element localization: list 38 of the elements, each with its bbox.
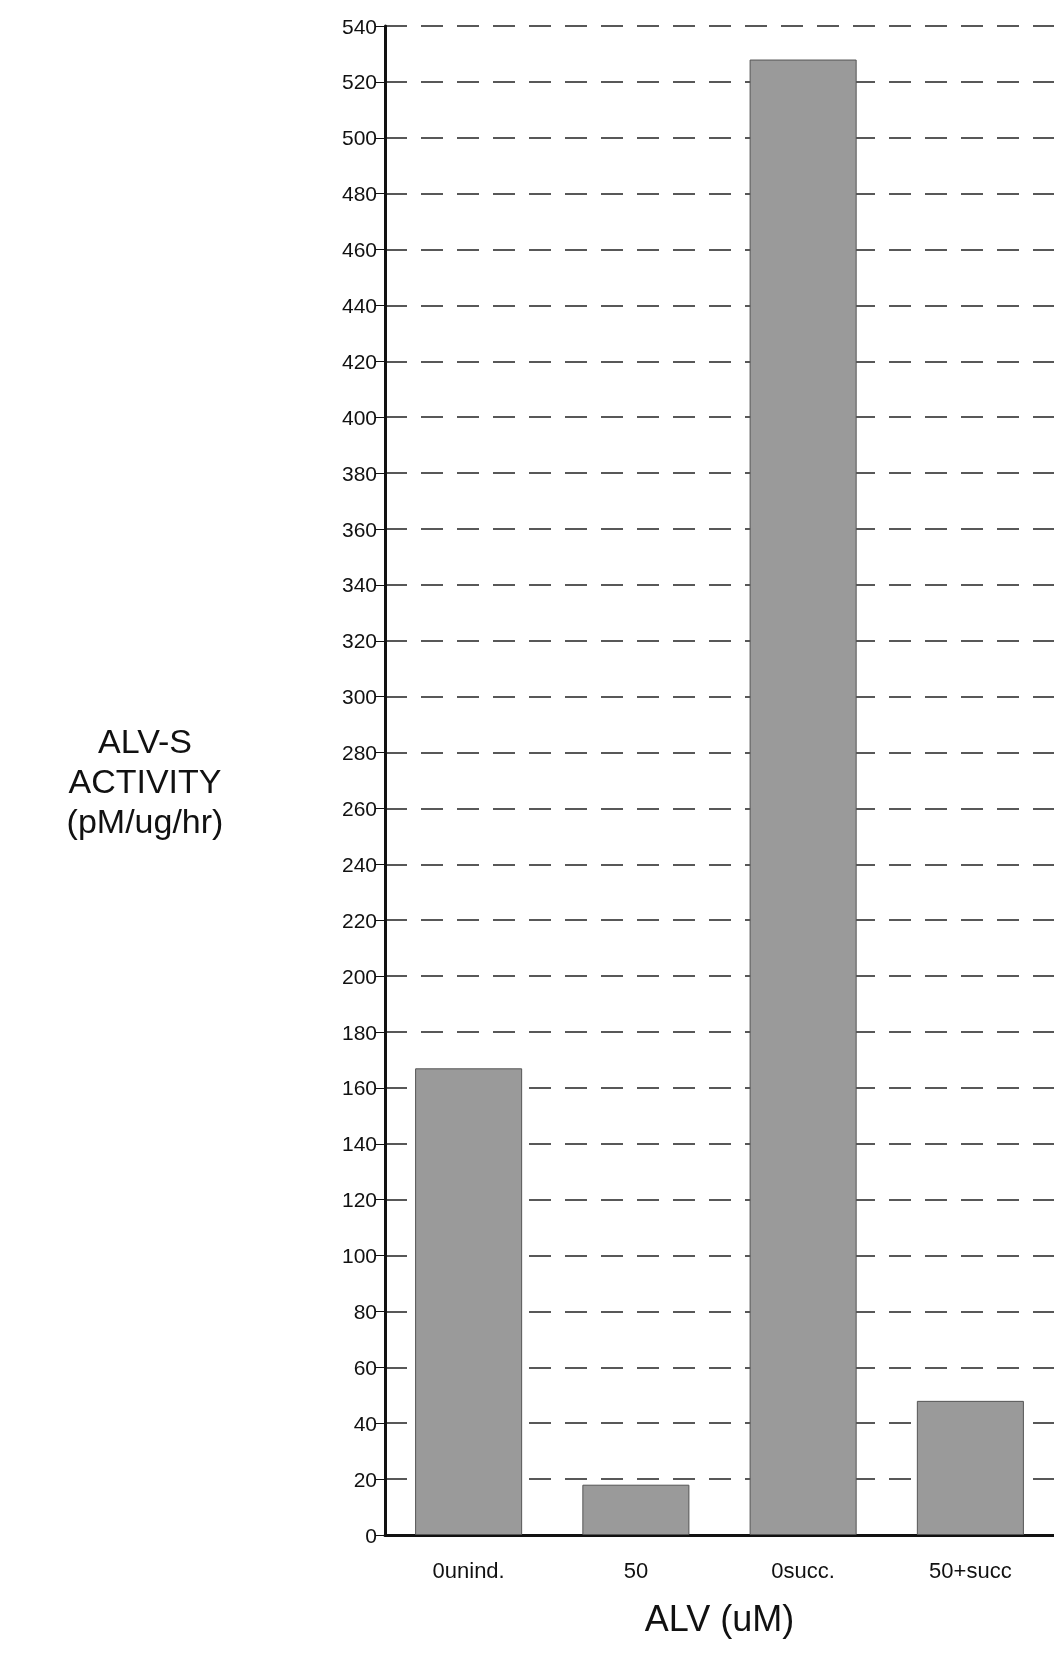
- y-tick-label: 540: [341, 14, 377, 38]
- y-tick-label: 340: [341, 573, 377, 597]
- bar: [415, 1068, 523, 1535]
- y-tick-label: 40: [353, 1411, 377, 1435]
- y-tick-label: 80: [353, 1299, 377, 1323]
- y-tick-label: 440: [341, 293, 377, 317]
- y-tick-label: 280: [341, 741, 377, 765]
- y-tick-label: 420: [341, 349, 377, 373]
- y-tick-label: 120: [341, 1188, 377, 1212]
- y-tick-label: 60: [353, 1355, 377, 1379]
- y-tick-label: 140: [341, 1132, 377, 1156]
- bar: [749, 59, 857, 1535]
- y-tick-label: 380: [341, 461, 377, 485]
- y-tick-label: 260: [341, 796, 377, 820]
- x-tick-label: 0unind.: [432, 1557, 505, 1583]
- y-tick-label: 20: [353, 1467, 377, 1491]
- x-axis-title: ALV (uM): [644, 1597, 795, 1639]
- y-tick-label: 500: [341, 126, 377, 150]
- y-tick-label: 160: [341, 1076, 377, 1100]
- y-tick-label: 200: [341, 964, 377, 988]
- y-tick-label: 520: [341, 70, 377, 94]
- y-tick-label: 180: [341, 1020, 377, 1044]
- x-tick-label: 50: [623, 1557, 649, 1583]
- y-tick-label: 220: [341, 908, 377, 932]
- bar: [582, 1484, 690, 1535]
- x-tick-label: 50+succ: [929, 1557, 1012, 1583]
- y-tick-label: 460: [341, 238, 377, 262]
- y-tick-label: 100: [341, 1244, 377, 1268]
- y-tick-label: 320: [341, 629, 377, 653]
- y-axis-title: ALV-S ACTIVITY (pM/ug/hr): [66, 721, 224, 840]
- bar: [916, 1400, 1024, 1535]
- y-tick-label: 480: [341, 182, 377, 206]
- y-tick-label: 240: [341, 852, 377, 876]
- y-tick-label: 400: [341, 405, 377, 429]
- y-tick-label: 360: [341, 517, 377, 541]
- y-tick-label: 300: [341, 685, 377, 709]
- y-tick-label: 0: [365, 1523, 377, 1547]
- x-tick-label: 0succ.: [771, 1557, 835, 1583]
